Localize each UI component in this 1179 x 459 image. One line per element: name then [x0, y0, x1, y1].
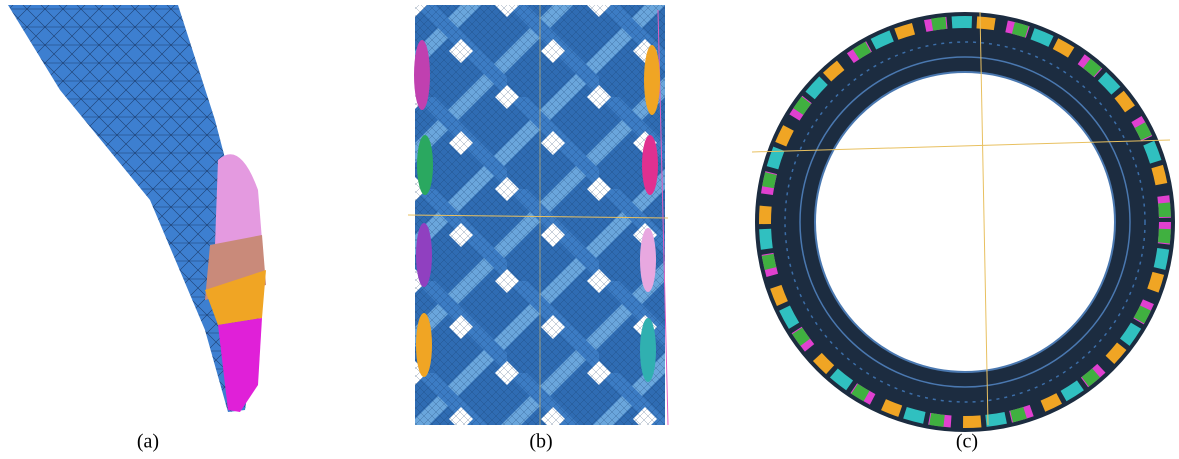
axis-line	[751, 139, 1171, 153]
ring-layer	[799, 56, 1131, 388]
caption: (c)	[956, 431, 978, 453]
ring-layer	[814, 71, 1116, 373]
patch	[218, 318, 262, 412]
patches	[759, 16, 1171, 428]
caption: (b)	[529, 431, 552, 453]
patches	[759, 16, 1171, 428]
ring	[755, 12, 1175, 432]
panel-c	[751, 11, 1175, 432]
caption: (a)	[137, 431, 159, 453]
axis-line	[979, 11, 989, 426]
patch	[205, 270, 266, 325]
patch	[215, 154, 262, 245]
panel-a	[8, 5, 266, 412]
ring-mesh	[784, 41, 1146, 403]
axis-line	[407, 214, 669, 219]
patches	[759, 16, 1171, 428]
panel-b	[407, 5, 669, 426]
mesh-lines	[8, 5, 262, 412]
side-patches	[414, 40, 660, 382]
